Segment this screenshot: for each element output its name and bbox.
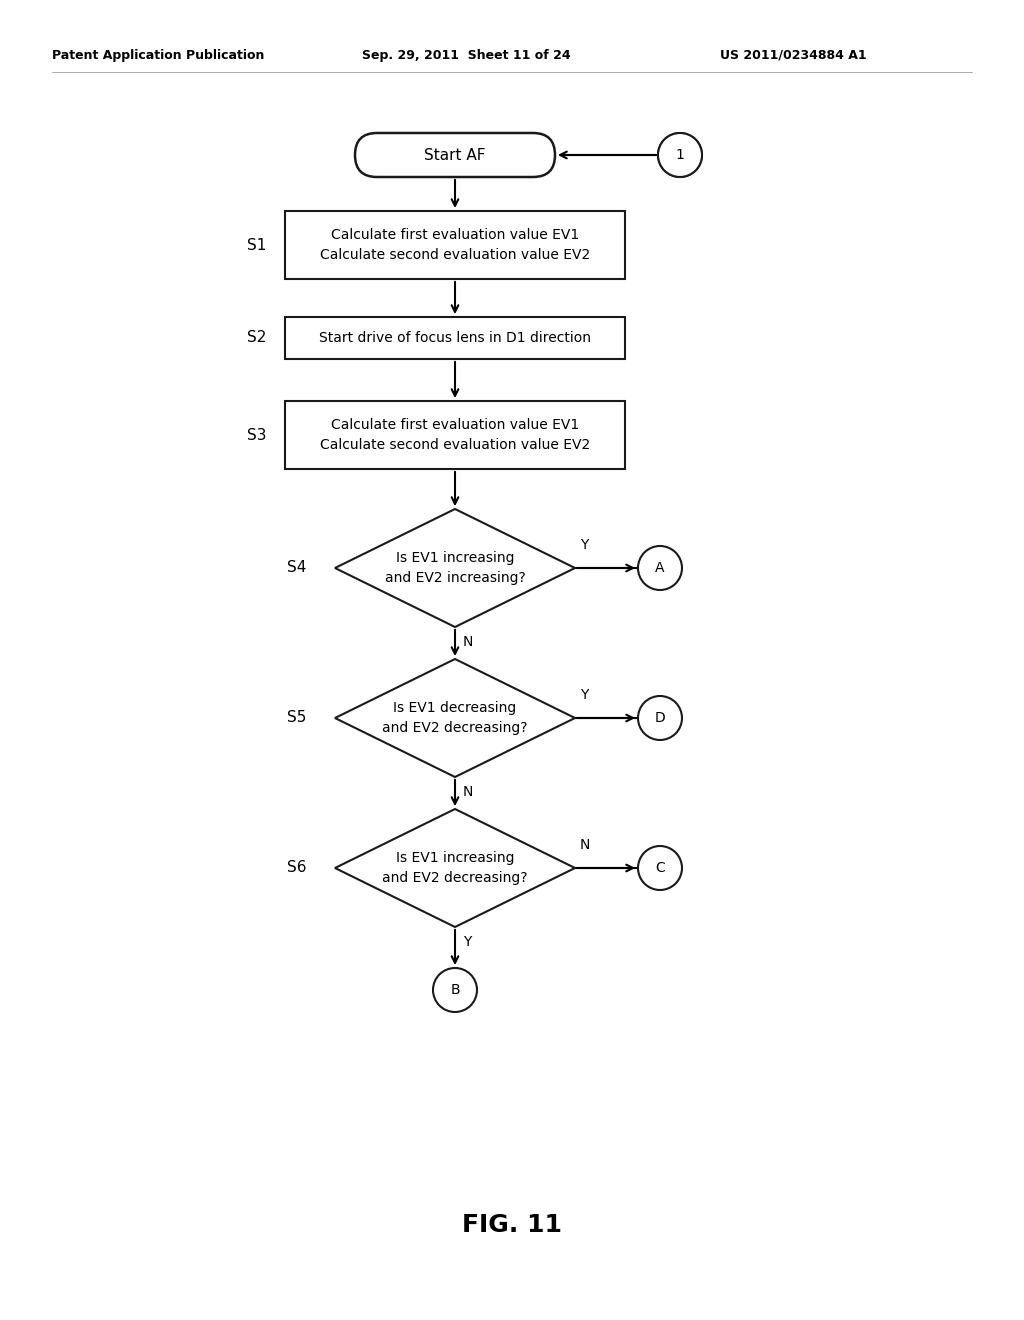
Text: Patent Application Publication: Patent Application Publication xyxy=(52,49,264,62)
Circle shape xyxy=(658,133,702,177)
Polygon shape xyxy=(335,659,575,777)
Bar xyxy=(285,317,625,359)
Text: S5: S5 xyxy=(288,710,306,726)
Text: Is EV1 increasing
and EV2 decreasing?: Is EV1 increasing and EV2 decreasing? xyxy=(382,851,527,884)
Text: S6: S6 xyxy=(288,861,307,875)
Bar xyxy=(285,401,625,469)
Text: Start AF: Start AF xyxy=(424,148,485,162)
Text: N: N xyxy=(463,785,473,799)
Circle shape xyxy=(638,546,682,590)
Text: N: N xyxy=(463,635,473,649)
Circle shape xyxy=(433,968,477,1012)
Text: FIG. 11: FIG. 11 xyxy=(462,1213,562,1237)
Polygon shape xyxy=(335,510,575,627)
Text: B: B xyxy=(451,983,460,997)
Text: S3: S3 xyxy=(247,428,266,442)
FancyBboxPatch shape xyxy=(355,133,555,177)
Text: S2: S2 xyxy=(248,330,266,346)
Text: Sep. 29, 2011  Sheet 11 of 24: Sep. 29, 2011 Sheet 11 of 24 xyxy=(362,49,570,62)
Text: Start drive of focus lens in D1 direction: Start drive of focus lens in D1 directio… xyxy=(319,331,591,345)
Text: S4: S4 xyxy=(288,561,306,576)
Text: S1: S1 xyxy=(248,238,266,252)
Polygon shape xyxy=(335,809,575,927)
Text: Is EV1 increasing
and EV2 increasing?: Is EV1 increasing and EV2 increasing? xyxy=(385,552,525,585)
Text: Calculate first evaluation value EV1
Calculate second evaluation value EV2: Calculate first evaluation value EV1 Cal… xyxy=(319,418,590,451)
Circle shape xyxy=(638,696,682,741)
Circle shape xyxy=(658,133,702,177)
Text: D: D xyxy=(654,711,666,725)
Text: 1: 1 xyxy=(676,148,684,162)
Circle shape xyxy=(638,846,682,890)
Text: US 2011/0234884 A1: US 2011/0234884 A1 xyxy=(720,49,866,62)
Text: Y: Y xyxy=(463,935,471,949)
Text: Is EV1 decreasing
and EV2 decreasing?: Is EV1 decreasing and EV2 decreasing? xyxy=(382,701,527,735)
Text: Y: Y xyxy=(580,688,589,702)
Text: Calculate first evaluation value EV1
Calculate second evaluation value EV2: Calculate first evaluation value EV1 Cal… xyxy=(319,228,590,261)
Text: Y: Y xyxy=(580,539,589,552)
Text: N: N xyxy=(580,838,591,851)
Text: A: A xyxy=(655,561,665,576)
Text: C: C xyxy=(655,861,665,875)
Bar xyxy=(285,211,625,279)
